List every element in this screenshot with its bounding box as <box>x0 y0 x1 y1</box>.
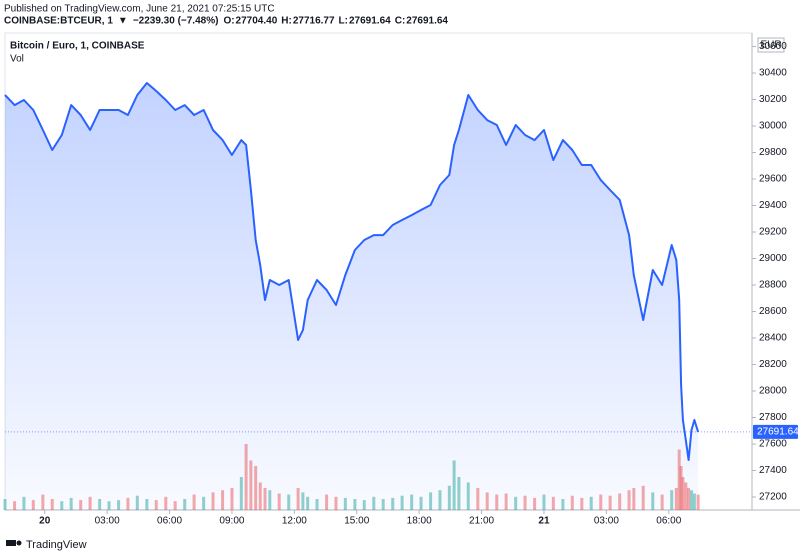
volume-label: Vol <box>10 54 24 65</box>
y-tick-label: 28200 <box>759 359 787 370</box>
ohlc-label: O: <box>223 16 234 27</box>
y-tick-label: 30200 <box>759 94 787 105</box>
x-tick-label: 06:00 <box>157 516 182 527</box>
y-tick-label: 27200 <box>759 492 787 503</box>
y-tick-label: 30600 <box>759 41 787 52</box>
x-tick-label: 21 <box>538 516 550 527</box>
volume-bar <box>696 494 700 510</box>
y-tick-label: 30000 <box>759 121 787 132</box>
y-tick-label: 27800 <box>759 412 787 423</box>
y-tick-label: 28800 <box>759 280 787 291</box>
x-tick-label: 15:00 <box>344 516 369 527</box>
x-tick-label: 20 <box>39 516 51 527</box>
change: −2239.30 (−7.48%) <box>133 16 219 27</box>
y-tick-label: 28000 <box>759 386 787 397</box>
y-tick-label: 28400 <box>759 333 787 344</box>
plot <box>3 82 700 510</box>
y-tick-label: 29000 <box>759 253 787 264</box>
ohlc-value: 27704.40 <box>236 16 278 27</box>
x-tick-label: 21:00 <box>469 516 494 527</box>
brand-logo <box>6 540 22 546</box>
y-tick-label: 29400 <box>759 200 787 211</box>
x-tick-label: 03:00 <box>95 516 120 527</box>
x-tick-label: 03:00 <box>594 516 619 527</box>
published: Published on TradingView.com, June 21, 2… <box>4 4 275 15</box>
y-tick-label: 29200 <box>759 227 787 238</box>
y-tick-label: 27400 <box>759 465 787 476</box>
last-price-box <box>753 424 798 439</box>
ohlc-value: 27691.64 <box>406 16 448 27</box>
symbol-line: COINBASE:BTCEUR, 1 ▼ −2239.30 (−7.48%) O: 27… <box>4 16 448 27</box>
ohlc-label: H: <box>281 16 292 27</box>
change-arrow: ▼ <box>118 16 128 27</box>
x-tick-label: 18:00 <box>407 516 432 527</box>
legend-title: Bitcoin / Euro, 1, COINBASE <box>10 41 145 52</box>
y-tick-label: 27600 <box>759 439 787 450</box>
price-area <box>5 83 699 510</box>
y-tick-label: 30400 <box>759 68 787 79</box>
ohlc-value: 27716.77 <box>293 16 335 27</box>
brand: TradingView <box>26 539 87 551</box>
y-tick-label: 29800 <box>759 147 787 158</box>
ohlc-label: C: <box>395 16 406 27</box>
symbol: COINBASE:BTCEUR, 1 <box>4 16 113 27</box>
ohlc-label: L: <box>339 16 348 27</box>
currency-box[interactable] <box>757 37 785 53</box>
last-price-label: 27691.64 <box>757 427 799 438</box>
currency[interactable]: EUR <box>760 40 781 51</box>
ohlc-value: 27691.64 <box>349 16 391 27</box>
price-line <box>4 82 700 461</box>
x-tick-label: 09:00 <box>219 516 244 527</box>
x-tick-label: 06:00 <box>656 516 681 527</box>
y-tick-label: 28600 <box>759 306 787 317</box>
y-tick-label: 29600 <box>759 174 787 185</box>
x-tick-label: 12:00 <box>282 516 307 527</box>
